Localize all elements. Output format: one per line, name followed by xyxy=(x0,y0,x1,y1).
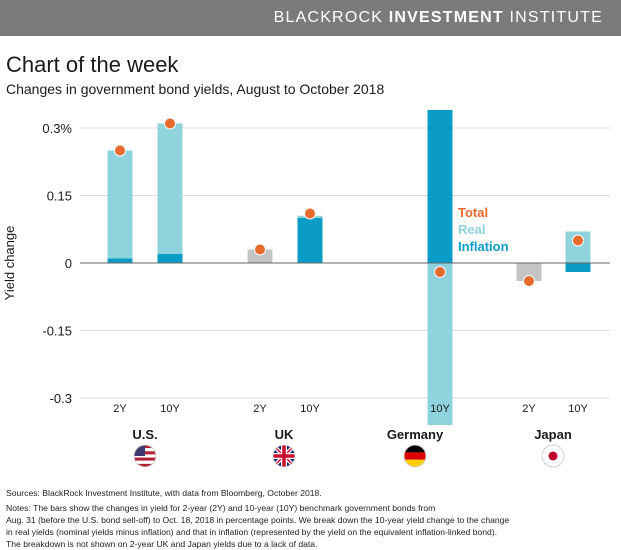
legend-item-total: Total xyxy=(458,205,488,220)
y-axis-label: Yield change xyxy=(2,226,17,301)
y-axis-ticks: 0.3% 0.15 0 -0.15 -0.3 xyxy=(42,121,72,406)
total-markers xyxy=(114,117,584,287)
notes-line-4: The breakdown is not shown on 2-year UK … xyxy=(6,539,318,549)
y-tick-label: -0.15 xyxy=(42,324,72,339)
country-label: UK xyxy=(275,427,294,442)
x-tick-label: 2Y xyxy=(253,403,267,415)
x-axis-labels: 2Y 10Y 2Y 10Y 10Y 2Y 10Y xyxy=(113,403,588,415)
x-tick-label: 10Y xyxy=(568,403,588,415)
bar-real xyxy=(107,150,133,259)
bar-total-only xyxy=(516,263,542,281)
country-labels: U.S. UK Germany Japan xyxy=(132,427,571,442)
notes: Sources: BlackRock Investment Institute,… xyxy=(6,487,616,550)
x-tick-label: 10Y xyxy=(160,403,180,415)
brand-word-2: INVESTMENT xyxy=(388,9,504,26)
total-marker xyxy=(114,144,126,157)
country-label: Germany xyxy=(387,427,444,442)
x-tick-label: 2Y xyxy=(522,403,536,415)
brand-word-1: BLACKROCK xyxy=(273,9,384,26)
brand-word-3: INSTITUTE xyxy=(509,9,603,26)
chart-subtitle: Changes in government bond yields, Augus… xyxy=(6,81,385,97)
bar-inflation xyxy=(107,258,133,263)
country-label: U.S. xyxy=(132,427,157,442)
bar-inflation xyxy=(297,218,323,263)
total-marker xyxy=(254,243,266,256)
bar-real xyxy=(157,123,183,254)
y-tick-label: 0.3% xyxy=(42,121,72,136)
japan-flag-icon xyxy=(541,444,565,468)
bar-inflation xyxy=(565,263,591,272)
flags xyxy=(133,444,565,468)
total-marker xyxy=(164,117,176,130)
sources-text: Sources: BlackRock Investment Institute,… xyxy=(6,488,322,498)
y-tick-label: -0.3 xyxy=(50,391,72,406)
total-marker xyxy=(304,207,316,220)
legend-item-inflation: Inflation xyxy=(458,239,509,254)
bond-yield-chart: 0.3% 0.15 0 -0.15 -0.3 Yield change 2Y 10Y 2Y 1… xyxy=(2,110,610,468)
brand-bar: BLACKROCK INVESTMENT INSTITUTE xyxy=(0,0,621,36)
germany-flag-icon xyxy=(403,444,427,468)
bar-inflation xyxy=(427,110,453,263)
y-tick-label: 0.15 xyxy=(47,189,72,204)
chart-title: Chart of the week xyxy=(6,52,179,77)
bar-inflation xyxy=(157,254,183,263)
notes-line-3: in real yields (nominal yields minus inf… xyxy=(6,527,498,537)
bars xyxy=(107,110,591,425)
uk-flag-icon xyxy=(272,444,296,468)
notes-line-1: Notes: The bars show the changes in yiel… xyxy=(6,503,436,513)
us-flag-icon xyxy=(133,444,157,468)
notes-line-2: Aug. 31 (before the U.S. bond sell-off) … xyxy=(6,515,510,525)
bar-real xyxy=(427,263,453,425)
x-tick-label: 10Y xyxy=(430,403,450,415)
bar-total-only xyxy=(247,249,273,263)
total-marker xyxy=(523,275,535,287)
country-label: Japan xyxy=(534,427,572,442)
total-marker xyxy=(434,266,446,278)
legend-item-real: Real xyxy=(458,222,485,237)
legend: Total Real Inflation xyxy=(458,205,509,254)
y-tick-label: 0 xyxy=(65,256,72,271)
brand-logo: BLACKROCK INVESTMENT INSTITUTE xyxy=(274,9,603,27)
x-tick-label: 10Y xyxy=(300,403,320,415)
x-tick-label: 2Y xyxy=(113,403,127,415)
total-marker xyxy=(572,234,584,247)
